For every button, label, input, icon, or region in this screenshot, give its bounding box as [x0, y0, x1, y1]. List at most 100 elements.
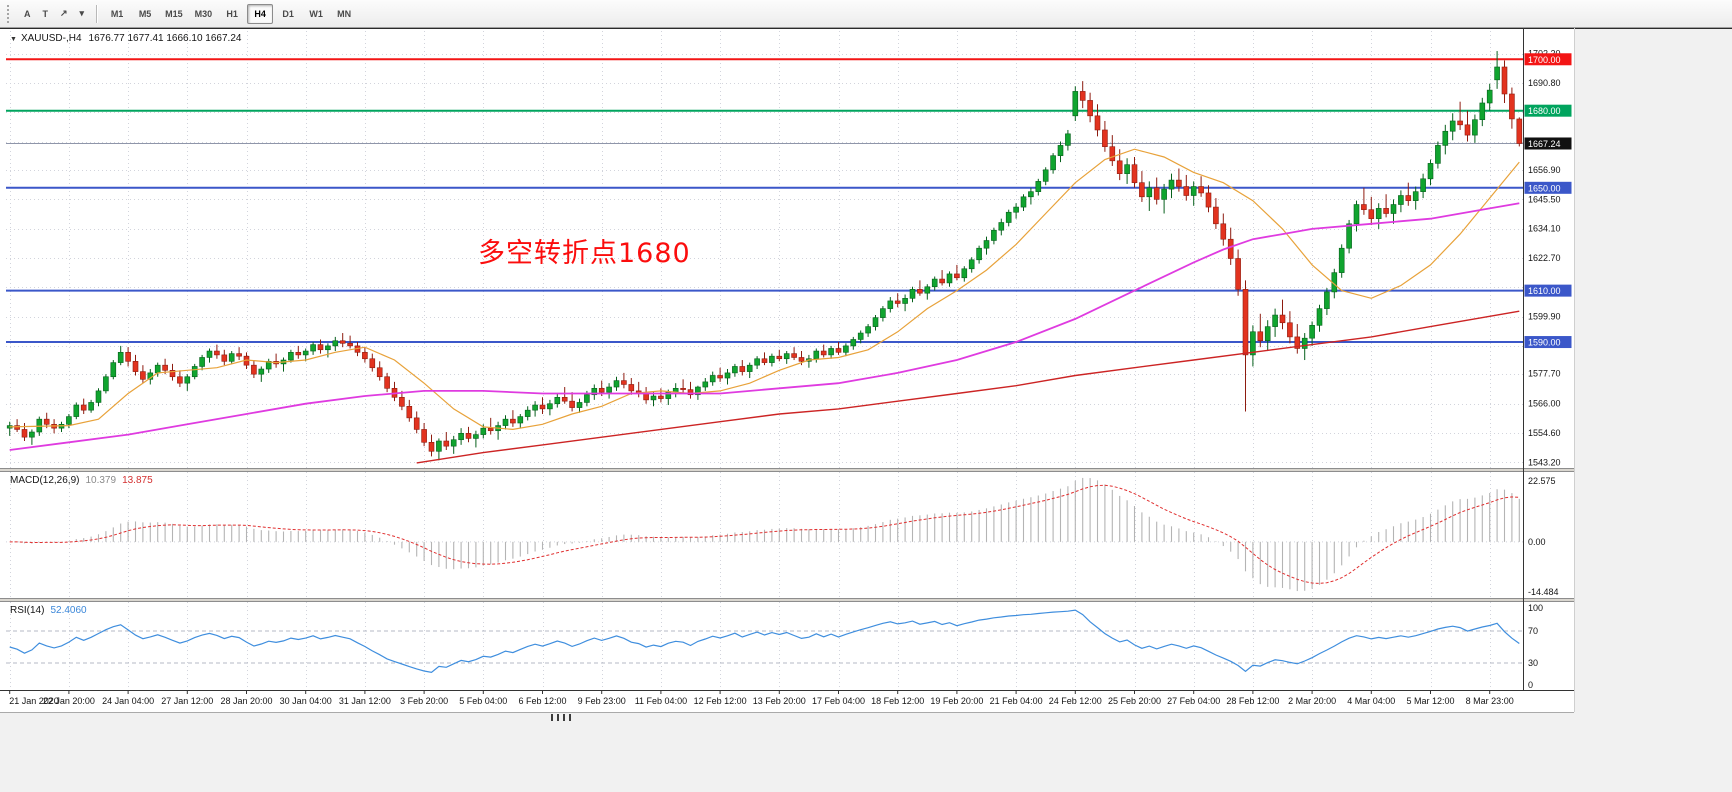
symbol-name: XAUUSD-,H4: [20, 33, 82, 44]
rsi-value: 52.4060: [50, 605, 87, 616]
svg-text:1634.10: 1634.10: [1528, 224, 1561, 234]
price-level-lines[interactable]: [6, 58, 1523, 344]
tool-t-button[interactable]: T: [38, 4, 54, 24]
svg-text:18 Feb 12:00: 18 Feb 12:00: [871, 696, 924, 706]
timeframe-m5-button[interactable]: M5: [132, 4, 158, 24]
svg-text:3 Feb 20:00: 3 Feb 20:00: [400, 696, 448, 706]
tool-draw-button[interactable]: ↗: [55, 4, 73, 24]
svg-text:0: 0: [1528, 680, 1533, 690]
macd-scale-labels: 22.575 0.00 -14.484: [1528, 476, 1559, 597]
svg-text:1543.20: 1543.20: [1528, 457, 1561, 467]
macd-signal-value: 13.875: [122, 475, 153, 486]
svg-text:8 Mar 23:00: 8 Mar 23:00: [1466, 696, 1514, 706]
moving-averages-layer: [9, 148, 1520, 464]
pane-splitter[interactable]: [0, 598, 1574, 602]
tool-a-button[interactable]: A: [19, 4, 36, 24]
svg-text:28 Jan 20:00: 28 Jan 20:00: [220, 696, 272, 706]
svg-text:30 Jan 04:00: 30 Jan 04:00: [280, 696, 332, 706]
timeframe-group: M1 M5 M15 M30 H1 H4 D1 W1 MN: [103, 3, 358, 24]
svg-text:22.575: 22.575: [1528, 476, 1556, 486]
svg-text:17 Feb 04:00: 17 Feb 04:00: [812, 696, 865, 706]
svg-text:13 Feb 20:00: 13 Feb 20:00: [753, 696, 806, 706]
svg-text:1590.00: 1590.00: [1528, 338, 1561, 348]
price-badge: [1524, 181, 1572, 194]
svg-text:0.00: 0.00: [1528, 537, 1546, 547]
symbol-dropdown-icon[interactable]: ▼: [10, 36, 17, 43]
timeframe-m30-button[interactable]: M30: [190, 4, 218, 24]
svg-text:12 Feb 12:00: 12 Feb 12:00: [694, 696, 747, 706]
rsi-indicator-label: RSI(14) 52.4060: [10, 605, 87, 616]
rsi-name: RSI(14): [10, 605, 45, 616]
svg-text:27 Feb 04:00: 27 Feb 04:00: [1167, 696, 1220, 706]
timeframe-h1-button[interactable]: H1: [219, 4, 245, 24]
ohlc-values: 1676.77 1677.41 1666.10 1667.24: [88, 33, 242, 44]
svg-text:5 Feb 04:00: 5 Feb 04:00: [459, 696, 507, 706]
tool-dropdown-button[interactable]: ▾: [75, 4, 90, 24]
svg-text:4 Mar 04:00: 4 Mar 04:00: [1347, 696, 1395, 706]
chart-title: ▼ XAUUSD-,H4 1676.77 1677.41 1666.10 1667.…: [10, 33, 241, 44]
rsi-scale-labels: 100 70 30 0: [1528, 603, 1543, 690]
macd-indicator-label: MACD(12,26,9) 10.379 13.875: [10, 475, 153, 486]
svg-text:24 Feb 12:00: 24 Feb 12:00: [1049, 696, 1102, 706]
macd-main-value: 10.379: [85, 475, 117, 486]
price-badge: [1524, 284, 1572, 297]
timeframe-d1-button[interactable]: D1: [275, 4, 301, 24]
timeframe-w1-button[interactable]: W1: [303, 4, 329, 24]
macd-name: MACD(12,26,9): [10, 475, 80, 486]
svg-text:2 Mar 20:00: 2 Mar 20:00: [1288, 696, 1336, 706]
ma-line-slow-red: [416, 310, 1520, 464]
svg-text:1690.80: 1690.80: [1528, 78, 1561, 88]
chart-area-bg: [0, 28, 1574, 712]
toolbar: A T ↗ ▾ M1 M5 M15 M30 H1 H4 D1 W1 MN: [0, 0, 1732, 28]
svg-text:28 Feb 12:00: 28 Feb 12:00: [1226, 696, 1279, 706]
price-badge: [1524, 137, 1572, 150]
svg-text:21 Feb 04:00: 21 Feb 04:00: [990, 696, 1043, 706]
tools-group: A T ↗ ▾: [18, 4, 90, 24]
price-badge: [1524, 53, 1572, 66]
svg-text:1680.00: 1680.00: [1528, 106, 1561, 116]
svg-text:11 Feb 04:00: 11 Feb 04:00: [635, 696, 687, 706]
svg-text:1577.70: 1577.70: [1528, 369, 1561, 379]
svg-text:21 Jan 2020: 21 Jan 2020: [9, 696, 59, 706]
svg-text:25 Feb 20:00: 25 Feb 20:00: [1108, 696, 1161, 706]
toolbar-separator: [96, 4, 98, 23]
svg-text:31 Jan 12:00: 31 Jan 12:00: [339, 696, 391, 706]
svg-text:5 Mar 12:00: 5 Mar 12:00: [1406, 696, 1454, 706]
svg-text:1554.60: 1554.60: [1528, 428, 1561, 438]
footer-scroll-marks[interactable]: [551, 714, 571, 721]
svg-text:1656.90: 1656.90: [1528, 165, 1561, 175]
candles-layer: [6, 51, 1523, 461]
svg-text:19 Feb 20:00: 19 Feb 20:00: [930, 696, 983, 706]
rsi-line: [9, 609, 1520, 673]
price-badge: [1524, 336, 1572, 349]
ma-line-mid-magenta: [9, 202, 1520, 451]
svg-text:24 Jan 04:00: 24 Jan 04:00: [102, 696, 154, 706]
svg-text:1700.00: 1700.00: [1528, 55, 1561, 65]
pane-splitter[interactable]: [0, 468, 1574, 472]
svg-text:1610.00: 1610.00: [1528, 286, 1561, 296]
svg-text:1599.90: 1599.90: [1528, 312, 1561, 322]
timeframe-m15-button[interactable]: M15: [160, 4, 188, 24]
timeframe-mn-button[interactable]: MN: [331, 4, 357, 24]
macd-signal-line: [9, 484, 1520, 584]
timeframe-h4-button[interactable]: H4: [247, 3, 274, 24]
horizontal-gridlines: [6, 54, 1523, 463]
svg-text:1566.00: 1566.00: [1528, 399, 1561, 409]
svg-text:9 Feb 23:00: 9 Feb 23:00: [578, 696, 626, 706]
svg-text:22 Jan 20:00: 22 Jan 20:00: [43, 696, 95, 706]
ma-line-fast-orange: [9, 148, 1520, 431]
svg-text:70: 70: [1528, 626, 1538, 636]
svg-text:1622.70: 1622.70: [1528, 253, 1561, 263]
chart-annotation-text: 多空转折点1680: [478, 238, 691, 269]
toolbar-grip[interactable]: [7, 4, 11, 23]
svg-text:100: 100: [1528, 603, 1543, 613]
price-badge: [1524, 104, 1572, 117]
svg-text:1645.50: 1645.50: [1528, 194, 1561, 204]
timeframe-m1-button[interactable]: M1: [104, 4, 130, 24]
svg-text:6 Feb 12:00: 6 Feb 12:00: [518, 696, 566, 706]
svg-text:-14.484: -14.484: [1528, 587, 1559, 597]
svg-text:30: 30: [1528, 658, 1538, 668]
svg-text:27 Jan 12:00: 27 Jan 12:00: [161, 696, 213, 706]
